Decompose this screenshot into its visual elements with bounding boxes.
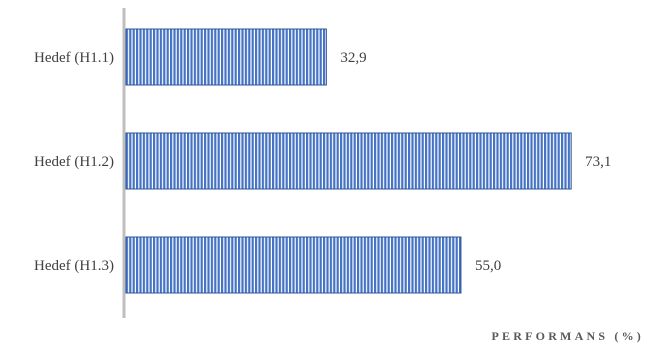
bars-group: Hedef (H1.1) 32,9 Hedef (H1.2) 73,1 Hedef (H… xyxy=(34,28,611,294)
data-label: 73,1 xyxy=(585,154,611,170)
data-label: 55,0 xyxy=(475,258,501,274)
category-label: Hedef (H1.3) xyxy=(34,258,114,274)
category-label: Hedef (H1.2) xyxy=(34,154,114,170)
category-label: Hedef (H1.1) xyxy=(34,50,114,66)
bar-2 xyxy=(125,132,572,190)
bar-1 xyxy=(125,28,327,86)
data-label: 32,9 xyxy=(340,50,366,66)
x-axis-title: PERFORMANS (%) xyxy=(492,329,644,343)
bar-3 xyxy=(125,236,462,294)
